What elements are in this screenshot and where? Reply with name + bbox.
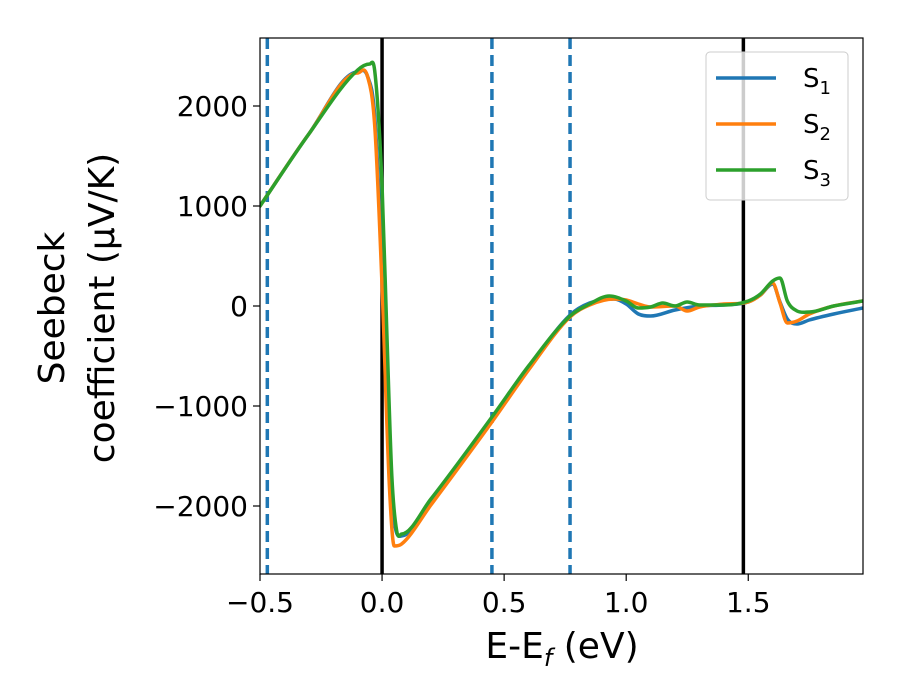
y-tick-label: −2000 <box>153 490 248 523</box>
x-tick-label: 1.0 <box>604 586 649 619</box>
legend-frame <box>705 51 849 201</box>
y-tick-label: 1000 <box>177 190 248 223</box>
y-axis: 2000 1000 0 −1000 −2000 <box>153 90 260 523</box>
series-line-s3 <box>260 60 863 538</box>
x-axis-title: E-Ef (eV) <box>485 626 638 672</box>
y-tick-label: −1000 <box>153 390 248 423</box>
series-layer <box>260 60 863 548</box>
y-tick-label: 0 <box>230 290 248 323</box>
x-tick-label: −0.5 <box>226 586 294 619</box>
x-axis-title-main: E-E <box>485 626 543 667</box>
x-tick-label: 1.5 <box>726 586 771 619</box>
x-axis-title-after: (eV) <box>552 626 638 667</box>
y-tick-label: 2000 <box>177 90 248 123</box>
y-axis-title-line2: coefficient (μV/K) <box>82 153 123 463</box>
x-tick-label: 0.0 <box>360 586 405 619</box>
series-line-s2 <box>260 68 863 548</box>
x-axis: −0.5 0.0 0.5 1.0 1.5 <box>226 574 771 619</box>
y-axis-title-line1: Seebeck <box>32 231 73 384</box>
x-tick-label: 0.5 <box>482 586 527 619</box>
legend: S1 S2 S3 <box>705 51 849 201</box>
legend-label-s3: S3 <box>803 156 831 191</box>
legend-label-s1: S1 <box>803 64 831 99</box>
legend-label-s2: S2 <box>803 110 831 145</box>
